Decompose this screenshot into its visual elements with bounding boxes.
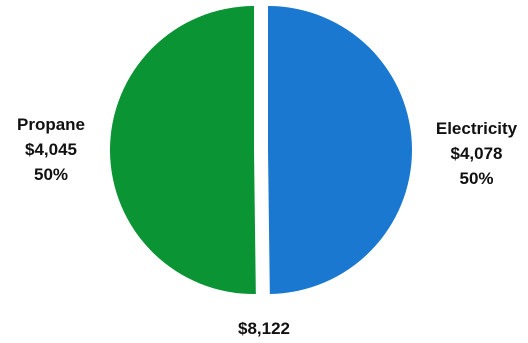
series-name-propane: Propane [2,112,100,137]
value-propane: $4,045 [2,137,100,162]
slice-propane [268,6,412,294]
percent-electricity: 50% [425,166,528,191]
data-label-electricity: Electricity $4,078 50% [425,116,528,191]
total-label: $8,122 [214,316,314,341]
percent-propane: 50% [2,162,100,187]
data-label-propane: Propane $4,045 50% [2,112,100,187]
slice-electricity [110,6,256,294]
value-electricity: $4,078 [425,141,528,166]
series-name-electricity: Electricity [425,116,528,141]
